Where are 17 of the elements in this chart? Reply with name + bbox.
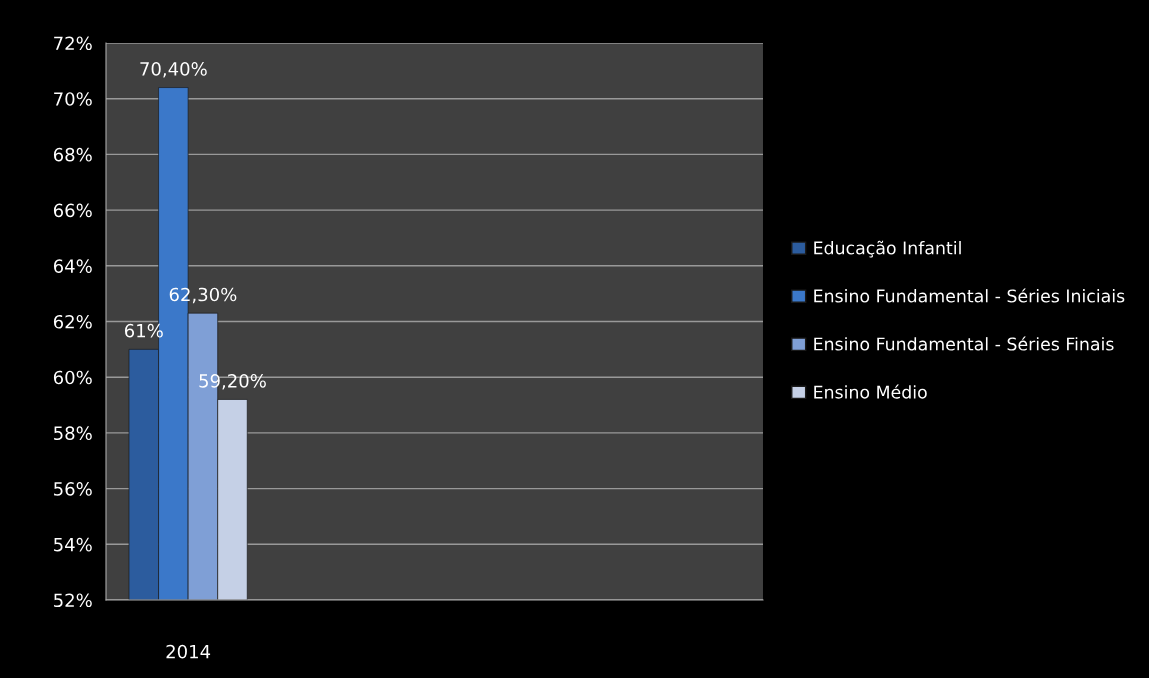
y-tick-label: 52% (54, 593, 92, 608)
data-label: 70,40% (140, 62, 207, 78)
x-tick-label: 2014 (166, 644, 211, 659)
y-tick-label: 66% (53, 203, 92, 218)
legend-label: Ensino Fundamental - Séries Finais (814, 336, 1114, 351)
y-tick-label: 68% (53, 147, 92, 162)
legend-label: Ensino Médio (814, 384, 927, 399)
y-tick-label: 62% (53, 314, 92, 329)
y-tick-label: 56% (54, 482, 92, 496)
legend-label: Educação Infantil (814, 240, 961, 258)
y-tick-label: 54% (54, 537, 92, 552)
y-tick-label: 58% (54, 426, 92, 441)
legend-label: Ensino Fundamental - Séries Iniciais (814, 288, 1125, 303)
y-tick-label: 64% (53, 259, 92, 273)
y-tick-label: 60% (53, 370, 92, 385)
y-tick-label: 70% (54, 92, 92, 106)
y-tick-label: 72% (54, 36, 92, 51)
